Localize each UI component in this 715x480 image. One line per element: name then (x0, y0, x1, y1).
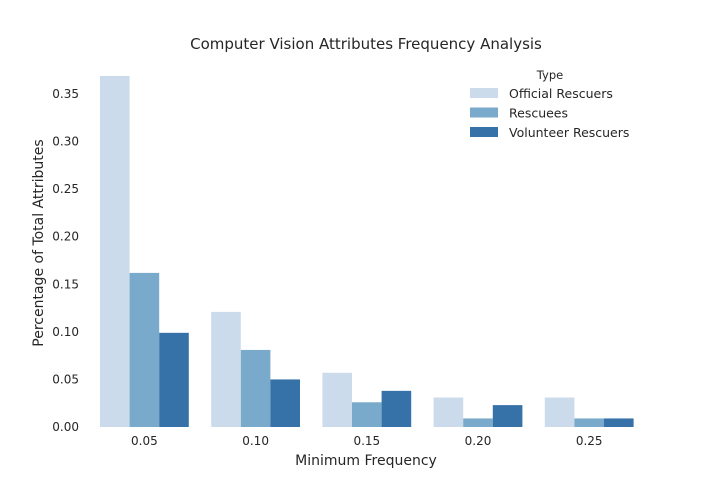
bar-official-rescuers-0.15 (322, 372, 352, 427)
y-tick-label: 0.10 (52, 325, 79, 339)
bar-rescuees-0.05 (129, 272, 160, 427)
y-tick-label: 0.00 (52, 420, 79, 434)
x-tick-label: 0.20 (465, 434, 492, 448)
bar-official-rescuers-0.10 (211, 311, 241, 427)
bar-volunteer-rescuers-0.05 (159, 332, 189, 427)
bars-group (100, 75, 634, 427)
x-tick-label: 0.25 (576, 434, 603, 448)
x-tick-label: 0.15 (353, 434, 380, 448)
legend-swatch (470, 107, 498, 118)
bar-volunteer-rescuers-0.25 (604, 418, 634, 427)
bar-volunteer-rescuers-0.20 (492, 405, 523, 427)
y-tick-label: 0.25 (52, 182, 79, 196)
legend-label: Rescuees (509, 106, 568, 121)
bar-official-rescuers-0.05 (100, 75, 130, 427)
legend-label: Volunteer Rescuers (509, 125, 629, 140)
legend-swatch (470, 127, 498, 137)
y-tick-labels: 0.00 0.05 0.10 0.15 0.20 0.25 0.30 0.35 (52, 87, 79, 434)
bar-rescuees-0.10 (240, 349, 271, 427)
legend-title: Type (536, 68, 563, 82)
chart-title: Computer Vision Attributes Frequency Ana… (190, 35, 542, 53)
y-tick-label: 0.15 (52, 277, 79, 291)
legend: Type Official Rescuers Rescuees Volunteer … (470, 68, 629, 140)
x-tick-labels: 0.05 0.10 0.15 0.20 0.25 (131, 434, 603, 448)
y-tick-label: 0.05 (52, 372, 79, 386)
x-tick-label: 0.05 (131, 434, 158, 448)
bar-official-rescuers-0.20 (433, 397, 464, 427)
bar-volunteer-rescuers-0.15 (381, 390, 412, 427)
x-tick-label: 0.10 (242, 434, 269, 448)
y-tick-label: 0.20 (52, 230, 79, 244)
bar-rescuees-0.25 (574, 418, 604, 427)
bar-rescuees-0.15 (352, 402, 382, 427)
x-axis-label: Minimum Frequency (295, 453, 437, 469)
bar-volunteer-rescuers-0.10 (270, 379, 300, 427)
bar-rescuees-0.20 (463, 418, 493, 427)
y-tick-label: 0.35 (52, 87, 79, 101)
bar-official-rescuers-0.25 (544, 397, 575, 427)
y-axis-label: Percentage of Total Attributes (31, 139, 47, 346)
legend-label: Official Rescuers (509, 86, 613, 101)
legend-swatch (470, 88, 498, 98)
y-tick-label: 0.30 (52, 135, 79, 149)
